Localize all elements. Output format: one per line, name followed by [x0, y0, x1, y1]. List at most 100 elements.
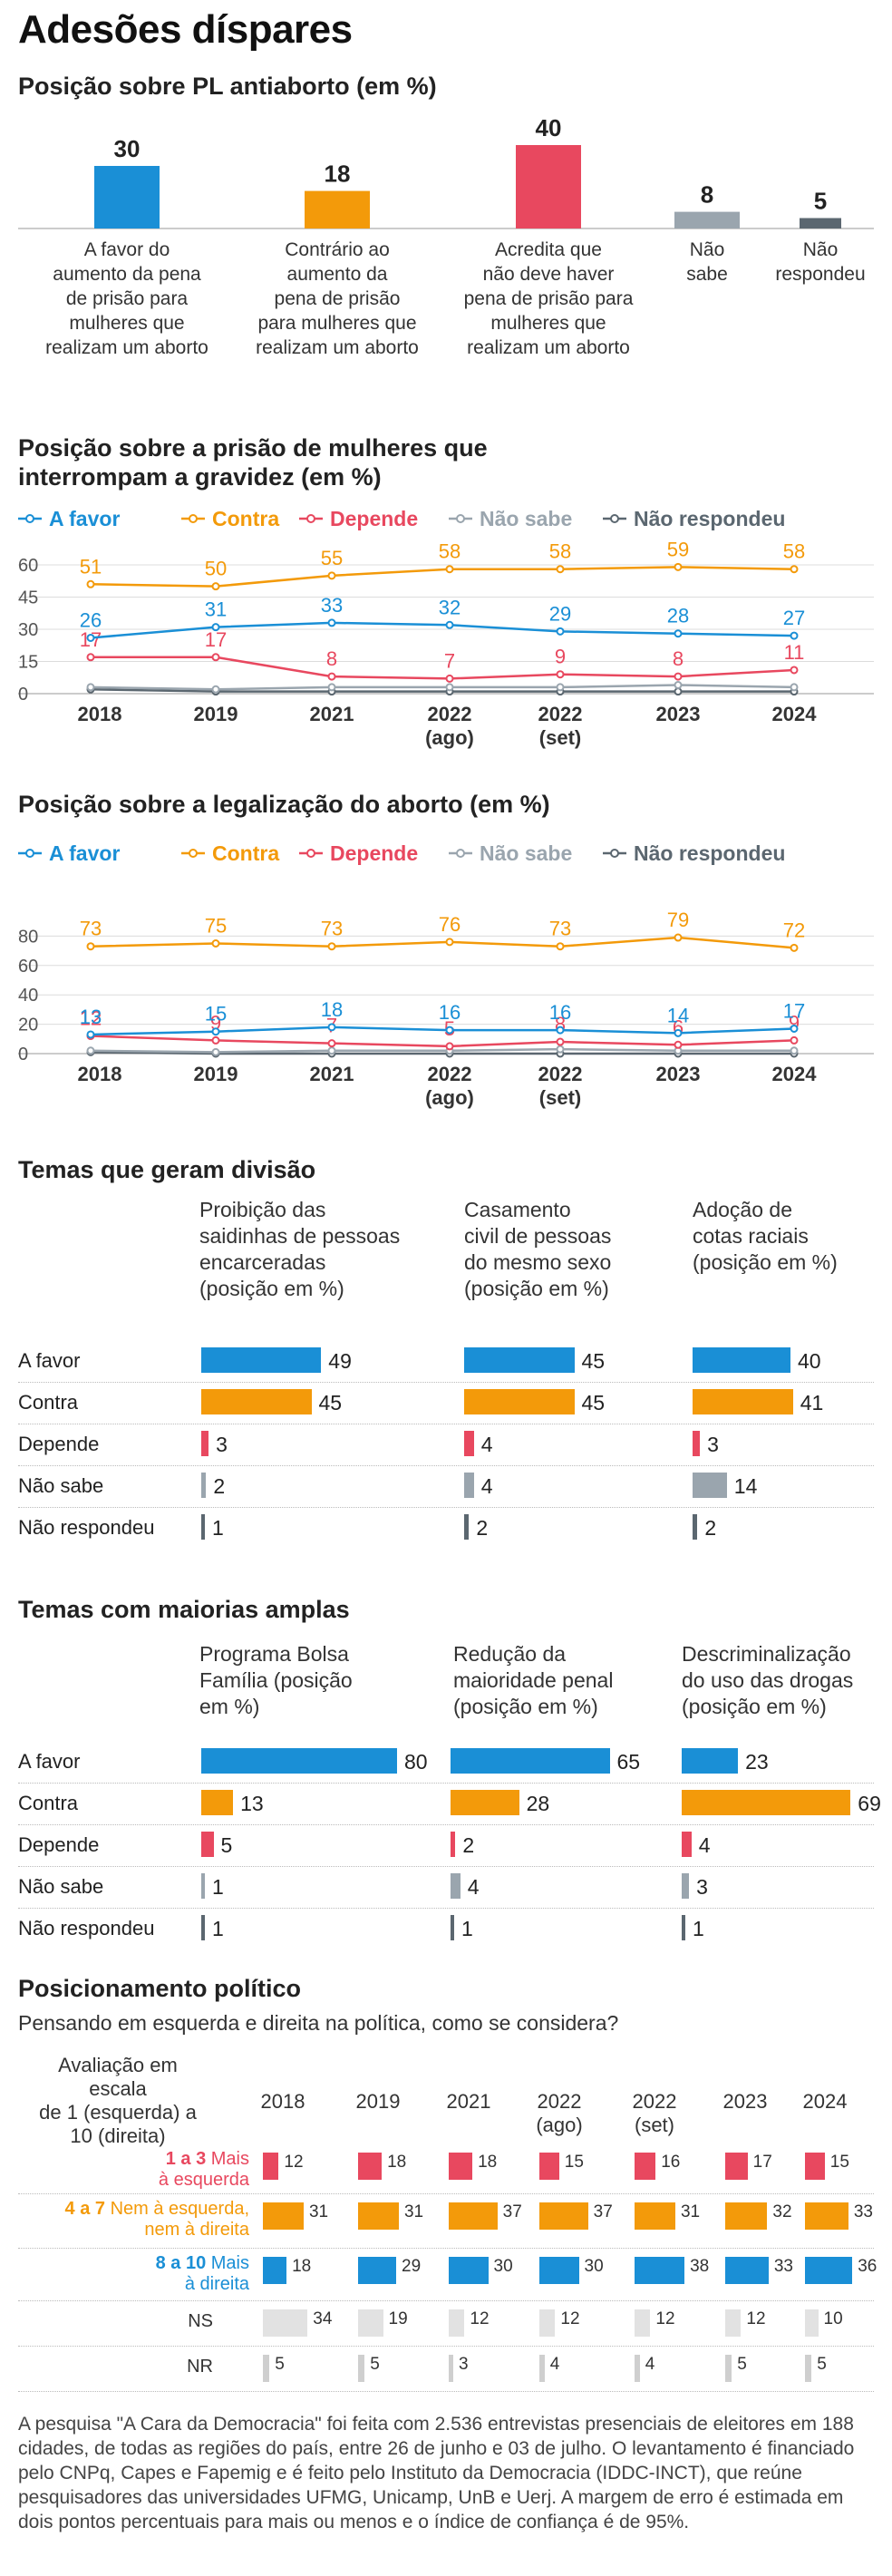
- bar-value: 12: [746, 2309, 766, 2328]
- bar: [201, 1873, 205, 1899]
- s5-table: Programa Bolsa Família (posição em %) Reduç…: [0, 1641, 892, 1986]
- legend-marker: [189, 514, 198, 523]
- series-point: [327, 683, 336, 692]
- row-desc: Nem à esquerda,: [110, 2199, 249, 2219]
- row-range: 1 a 3: [165, 2149, 211, 2169]
- bar: [201, 1514, 205, 1540]
- column-header-line: maioridade penal: [453, 1668, 614, 1692]
- column-header-line: (posição em %): [693, 1250, 838, 1274]
- series-point: [674, 687, 683, 696]
- s2-chart: A favor Contra Depende Não sabe Não responde…: [18, 507, 874, 749]
- bar: [725, 2309, 742, 2337]
- data-label: 13: [80, 1006, 102, 1028]
- bar-value: 3: [707, 1433, 719, 1456]
- series-point: [445, 674, 454, 683]
- legend-label: A favor: [49, 507, 120, 530]
- bar: [682, 1790, 851, 1815]
- row-divider: [18, 2248, 874, 2249]
- bar: [451, 1915, 454, 1940]
- row-divider: [18, 1866, 874, 1867]
- series-point: [86, 1046, 95, 1055]
- bar: [201, 1832, 214, 1857]
- bar: [358, 2202, 399, 2230]
- bar: [464, 1347, 575, 1373]
- row-label: Não sabe: [18, 1875, 104, 1898]
- x-tick-label: 2024: [772, 1063, 818, 1085]
- bar: [693, 1473, 727, 1498]
- s3-chart: A favor Contra Depende Não sabe Não responde…: [18, 841, 874, 1109]
- bar-value: 5: [817, 2355, 827, 2374]
- legend-label: Depende: [330, 507, 418, 530]
- row-range: 8 a 10: [155, 2253, 211, 2273]
- bar-value: 1: [212, 1917, 224, 1940]
- row-divider: [18, 2391, 874, 2392]
- bar-value: 4: [645, 2355, 655, 2374]
- legend-label: Não sabe: [480, 841, 572, 865]
- series-point: [556, 1037, 565, 1046]
- bar: [539, 2202, 588, 2230]
- bar: [358, 2309, 383, 2337]
- scale-caption: Avaliação em escala de 1 (esquerda) a 10 (…: [27, 2054, 208, 2148]
- bar-value: 14: [733, 1474, 758, 1498]
- column-header-line: Família (posição: [199, 1668, 353, 1692]
- s1-chart: 30 A favor do aumento da pena de prisão par…: [18, 114, 874, 358]
- bar: [693, 1347, 790, 1373]
- bar-value: 18: [292, 2257, 312, 2276]
- series-point: [790, 631, 799, 640]
- bar-value: 3: [696, 1875, 708, 1899]
- column-header: Programa Bolsa Família (posição em %): [199, 1641, 353, 1720]
- year-header: 2022 (set): [614, 2090, 695, 2137]
- series-point: [790, 565, 799, 574]
- bar: [449, 2309, 465, 2337]
- x-tick-label: 2018: [78, 703, 122, 725]
- series-point: [327, 672, 336, 681]
- legend-marker: [456, 849, 465, 858]
- row-range: NR: [187, 2357, 213, 2377]
- series-point: [211, 623, 220, 632]
- bar: [263, 2202, 304, 2230]
- data-label: 8: [326, 647, 337, 670]
- bar: [263, 2309, 308, 2337]
- bar: [201, 1347, 322, 1373]
- data-label: 8: [673, 647, 684, 670]
- series-point: [86, 1030, 95, 1039]
- series-point: [86, 579, 95, 588]
- bar: [464, 1389, 575, 1414]
- s1-category-label: Não: [690, 239, 725, 260]
- column-header-line: (posição em %): [464, 1277, 609, 1300]
- column-header: Casamento civil de pessoas do mesmo sexo (p…: [464, 1197, 611, 1302]
- series-point: [86, 942, 95, 951]
- series-point: [556, 1026, 565, 1035]
- x-tick-label: 2024: [772, 703, 818, 725]
- legend-marker: [610, 849, 619, 858]
- data-label: 9: [210, 1011, 221, 1034]
- x-tick-label: 2022: [428, 1063, 472, 1085]
- series-point: [445, 683, 454, 692]
- bar-value: 30: [493, 2257, 513, 2276]
- x-tick-label: 2022: [538, 703, 583, 725]
- data-label: 79: [667, 909, 689, 931]
- bar: [635, 2309, 651, 2337]
- bar: [682, 1873, 690, 1899]
- legend-marker: [456, 514, 465, 523]
- x-tick-label: 2022: [428, 703, 472, 725]
- row-label: 1 a 3 Mais à esquerda: [18, 2149, 249, 2191]
- scale-caption-line: de 1 (esquerda) a: [39, 2101, 197, 2124]
- bar-value: 3: [216, 1433, 228, 1456]
- s1-bar: [800, 218, 841, 228]
- y-tick-label: 0: [18, 685, 28, 705]
- bar-value: 40: [798, 1349, 821, 1373]
- bar-value: 17: [752, 2153, 772, 2172]
- bar: [451, 1873, 461, 1899]
- s1-category-label: Contrário ao: [285, 239, 390, 260]
- bar: [358, 2355, 365, 2382]
- data-label: 58: [439, 540, 461, 563]
- y-tick-label: 60: [18, 957, 38, 977]
- legend-label: Contra: [212, 841, 279, 865]
- bar-value: 28: [526, 1792, 550, 1815]
- s1-category-label: realizam um aborto: [467, 337, 630, 358]
- y-tick-label: 60: [18, 556, 38, 576]
- bar: [263, 2153, 279, 2180]
- s1-category-label: aumento da: [287, 264, 388, 285]
- bar: [725, 2257, 769, 2284]
